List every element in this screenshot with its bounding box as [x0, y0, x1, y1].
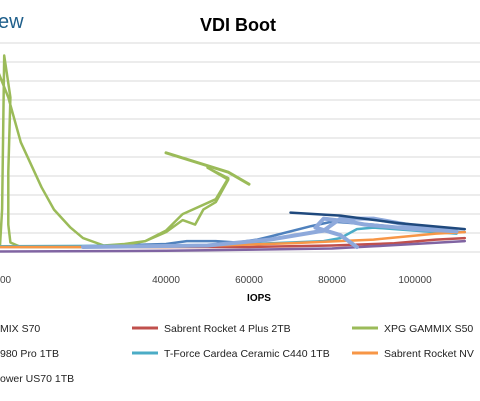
x-tick-label: 80000: [318, 275, 346, 286]
series-line-overlay-dark: [289, 211, 467, 231]
legend-entry: T-Force Cardea Ceramic C440 1TB: [164, 348, 330, 360]
x-tick-label: 60000: [235, 275, 263, 286]
x-tick-label: 100000: [398, 275, 432, 286]
legend-entry: ower US70 1TB: [0, 373, 74, 385]
logo-text: ew: [0, 11, 24, 33]
x-axis-label: IOPS: [247, 293, 271, 304]
x-tick-label: 00: [0, 275, 12, 286]
legend-entry: XPG GAMMIX S50: [384, 323, 473, 335]
chart-title: VDI Boot: [200, 15, 276, 35]
gridlines: [0, 42, 480, 253]
legend-entry: Sabrent Rocket 4 Plus 2TB: [164, 323, 291, 335]
legend-entry: 980 Pro 1TB: [0, 348, 59, 360]
series-line-6: [81, 216, 459, 249]
legend: MIX S70 Sabrent Rocket 4 Plus 2TB XPG GAMM…: [0, 323, 474, 385]
series-line-3: [0, 239, 467, 253]
legend-entry: Sabrent Rocket NV: [384, 348, 474, 360]
legend-entry: MIX S70: [0, 323, 40, 335]
x-axis-ticks: 00 40000 60000 80000 100000: [0, 275, 432, 286]
series-line-2: [0, 54, 230, 249]
x-tick-label: 40000: [152, 275, 180, 286]
plot-area: [0, 54, 467, 253]
series-line-overlay: [164, 151, 251, 186]
